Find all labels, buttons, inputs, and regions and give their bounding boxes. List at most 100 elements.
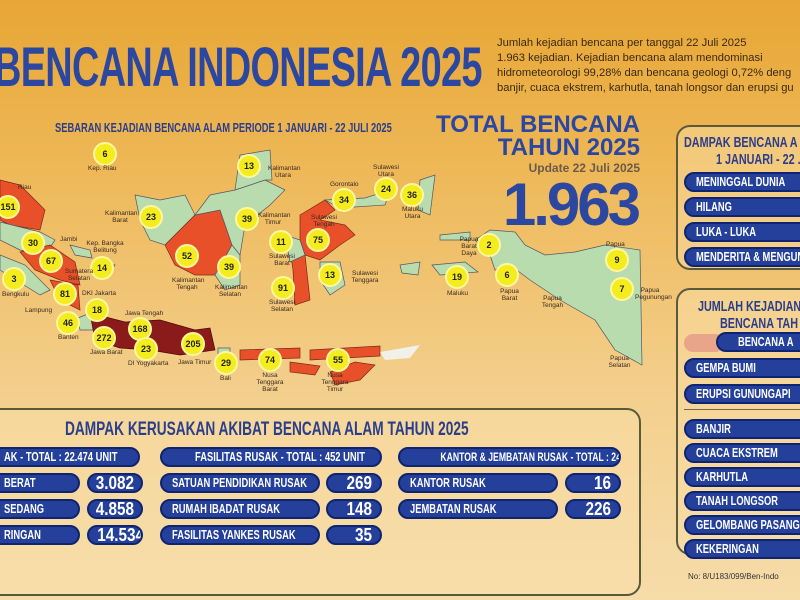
events-divider (684, 409, 800, 410)
label-sulut: Sulawesi Utara (372, 164, 399, 178)
map-markers: 6 151 30 67 3 81 14 23 52 39 13 39 18 46… (0, 144, 672, 393)
label-kep-riau: Kep. Riau (88, 165, 117, 172)
marker-papua[interactable]: 9 (607, 250, 627, 270)
marker-papua-pegunungan[interactable]: 7 (612, 279, 632, 299)
marker-sulsel[interactable]: 91 (273, 278, 293, 298)
offices-kantor-value: 16 (565, 473, 621, 493)
marker-maluku[interactable]: 19 (447, 267, 467, 287)
marker-sulut[interactable]: 24 (376, 179, 396, 199)
label-dki: DKI Jakarta (82, 290, 116, 297)
marker-jateng[interactable]: 168 (130, 319, 150, 339)
label-babel: Kep. Bangka Belitung (86, 240, 124, 254)
marker-kaltim[interactable]: 39 (237, 209, 257, 229)
label-papua-barat: Papua Barat (500, 288, 519, 302)
label-jabar: Jawa Barat (90, 349, 123, 356)
label-lampung: Lampung (25, 307, 53, 314)
events-header-accent (684, 334, 724, 352)
impact-menderita[interactable]: MENDERITA & MENGUNGSI (684, 247, 800, 267)
label-kalteng: Kalimantan Tengah (172, 277, 205, 291)
marker-babel[interactable]: 14 (92, 258, 112, 278)
event-kekeringan[interactable]: KEKERINGAN (684, 539, 800, 559)
label-diy: DI Yogyakarta (128, 360, 169, 367)
label-papua-pegunungan: Papua Pegunungan (635, 287, 672, 301)
label-sumsel: Sumatera Selatan (64, 268, 94, 282)
label-bengkulu: Bengkulu (2, 291, 30, 298)
marker-kalteng[interactable]: 52 (177, 246, 197, 266)
marker-jambi[interactable]: 30 (23, 233, 43, 253)
total-value: 1.963 (502, 171, 641, 238)
marker-kep-riau[interactable]: 6 (95, 144, 115, 164)
marker-kalsel[interactable]: 39 (219, 257, 239, 277)
event-longsor[interactable]: TANAH LONGSOR (684, 491, 800, 511)
label-malut: Maluku Utara (402, 206, 423, 220)
marker-papua-barat[interactable]: 6 (497, 265, 517, 285)
label-maluku: Maluku (447, 290, 468, 297)
houses-sedang-label: SEDANG (0, 499, 80, 519)
map-bengkulu (0, 254, 51, 296)
events-panel: JUMLAH KEJADIAN BENCANA TAH BENCANA A GEM… (676, 288, 800, 559)
impact-meninggal[interactable]: MENINGGAL DUNIA (684, 172, 800, 192)
marker-riau[interactable]: 151 (0, 197, 18, 217)
map-subtitle: SEBARAN KEJADIAN BENCANA ALAM PERIODE 1 … (55, 120, 392, 135)
houses-header: AK - TOTAL : 22.474 UNIT (0, 447, 140, 467)
marker-sumsel[interactable]: 67 (41, 251, 61, 271)
event-erupsi[interactable]: ERUPSI GUNUNGAPI (684, 384, 800, 404)
impact-luka[interactable]: LUKA - LUKA (684, 222, 800, 242)
houses-sedang-value: 4.858 (87, 499, 143, 519)
houses-ringan-value: 14.534 (87, 525, 143, 545)
label-sulteng: Sulawesi Tengah (310, 214, 337, 228)
event-gempa[interactable]: GEMPA BUMI (684, 358, 800, 378)
marker-kalbar[interactable]: 23 (141, 207, 161, 227)
map-timor-leste (380, 345, 420, 360)
events-header: BENCANA A (716, 332, 800, 352)
marker-bali[interactable]: 29 (216, 353, 236, 373)
damage-title: DAMPAK KERUSAKAN AKIBAT BENCANA ALAM TAH… (65, 419, 469, 440)
event-banjir[interactable]: BANJIR (684, 419, 800, 439)
marker-ntb[interactable]: 74 (260, 350, 280, 370)
facilities-pendidikan-value: 269 (326, 473, 382, 493)
label-kalsel: Kalimantan Selatan (215, 284, 248, 298)
houses-berat-label: BERAT (0, 473, 80, 493)
label-banten: Banten (58, 334, 79, 341)
label-papua: Papua (606, 241, 625, 248)
facilities-ibadat-value: 148 (326, 499, 382, 519)
facilities-ibadat-label: RUMAH IBADAT RUSAK (160, 499, 320, 519)
marker-sultra[interactable]: 13 (320, 265, 340, 285)
marker-dki[interactable]: 18 (87, 300, 107, 320)
marker-gorontalo[interactable]: 34 (334, 190, 354, 210)
marker-lampung[interactable]: 81 (55, 284, 75, 304)
label-ntb: Nusa Tenggara Barat (256, 372, 284, 393)
label-kaltara: Kalimantan Utara (268, 165, 301, 179)
page-title: BENCANA INDONESIA 2025 (0, 35, 482, 98)
facilities-pendidikan-label: SATUAN PENDIDIKAN RUSAK (160, 473, 320, 493)
label-papua-barat-daya: Papua Barat Daya (459, 236, 479, 257)
marker-ntt[interactable]: 55 (328, 350, 348, 370)
marker-kaltara[interactable]: 13 (239, 156, 259, 176)
label-bali: Bali (220, 375, 231, 382)
label-sultra: Sulawesi Tenggara (351, 270, 379, 284)
marker-malut[interactable]: 36 (402, 185, 422, 205)
events-title: JUMLAH KEJADIAN BENCANA TAH (698, 298, 800, 332)
marker-jabar[interactable]: 272 (94, 328, 114, 348)
marker-jatim[interactable]: 205 (183, 334, 203, 354)
event-karhutla[interactable]: KARHUTLA (684, 467, 800, 487)
label-sulbar: Sulawesi Barat (268, 253, 295, 267)
total-update-date: Update 22 Juli 2025 (528, 161, 640, 175)
marker-banten[interactable]: 46 (58, 313, 78, 333)
label-papua-selatan: Papua Selatan (608, 355, 631, 369)
event-cuaca[interactable]: CUACA EKSTREM (684, 443, 800, 463)
marker-bengkulu[interactable]: 3 (4, 269, 24, 289)
marker-sulbar[interactable]: 11 (271, 232, 291, 252)
impact-hilang[interactable]: HILANG (684, 197, 800, 217)
label-jateng: Jawa Tengah (125, 310, 164, 317)
marker-diy[interactable]: 23 (136, 339, 156, 359)
offices-jembatan-label: JEMBATAN RUSAK (398, 499, 558, 519)
map-riau (0, 179, 46, 231)
marker-papua-barat-daya[interactable]: 2 (479, 235, 499, 255)
facilities-yankes-value: 35 (326, 525, 382, 545)
offices-jembatan-value: 226 (565, 499, 621, 519)
label-kaltim: Kalimantan Timur (258, 212, 291, 226)
event-gelombang[interactable]: GELOMBANG PASANG & AB (684, 515, 800, 535)
label-riau: Riau (18, 184, 32, 191)
marker-sulteng[interactable]: 75 (308, 230, 328, 250)
